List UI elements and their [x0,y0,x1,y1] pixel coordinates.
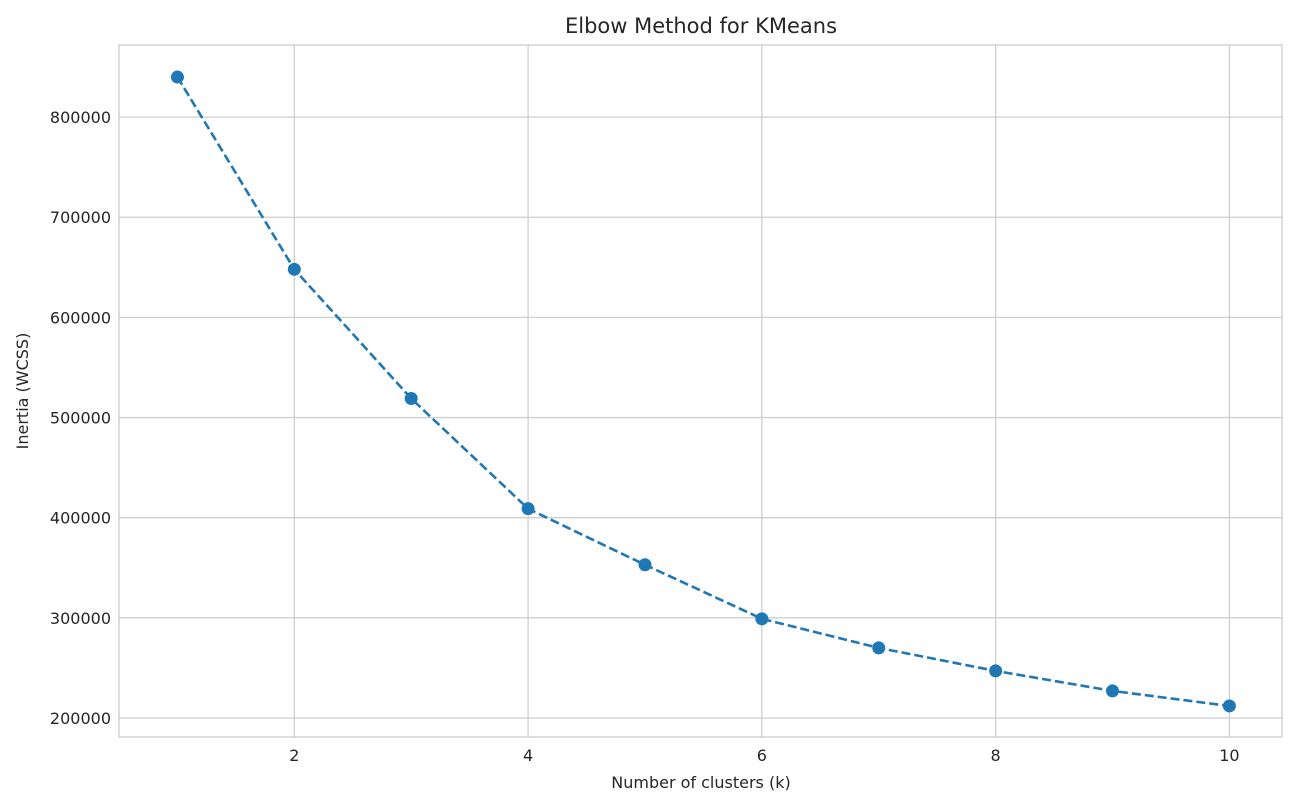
y-tick-label: 800000 [50,108,111,127]
data-point-k3 [404,392,418,406]
data-point-k1 [170,70,184,84]
plot-frame [118,44,1283,738]
grid-layer [119,45,1282,737]
data-point-k4 [521,502,535,516]
x-tick-label: 10 [1219,746,1239,765]
series-line [176,76,1230,708]
tick-labels: 2 4 6 8 10 200000 300000 400000 500000 600000 7000… [50,108,1240,765]
y-tick-label: 500000 [50,409,111,428]
x-tick-label: 6 [757,746,767,765]
data-point-k7 [872,641,886,655]
y-tick-label: 300000 [50,609,111,628]
data-point-k6 [755,612,769,626]
x-axis-label: Number of clusters (k) [611,773,790,792]
x-tick-label: 8 [991,746,1001,765]
data-point-k2 [287,262,301,276]
x-tick-label: 2 [289,746,299,765]
data-point-k8 [989,664,1003,678]
y-tick-label: 400000 [50,509,111,528]
y-tick-label: 600000 [50,308,111,327]
y-axis-label: Inertia (WCSS) [13,333,32,450]
data-point-k10 [1222,699,1236,713]
data-point-k5 [638,558,652,572]
y-tick-label: 200000 [50,709,111,728]
data-point-k9 [1106,684,1120,698]
y-tick-label: 700000 [50,208,111,227]
x-tick-label: 4 [523,746,533,765]
series-layer [170,70,1236,713]
chart-title: Elbow Method for KMeans [565,14,837,38]
